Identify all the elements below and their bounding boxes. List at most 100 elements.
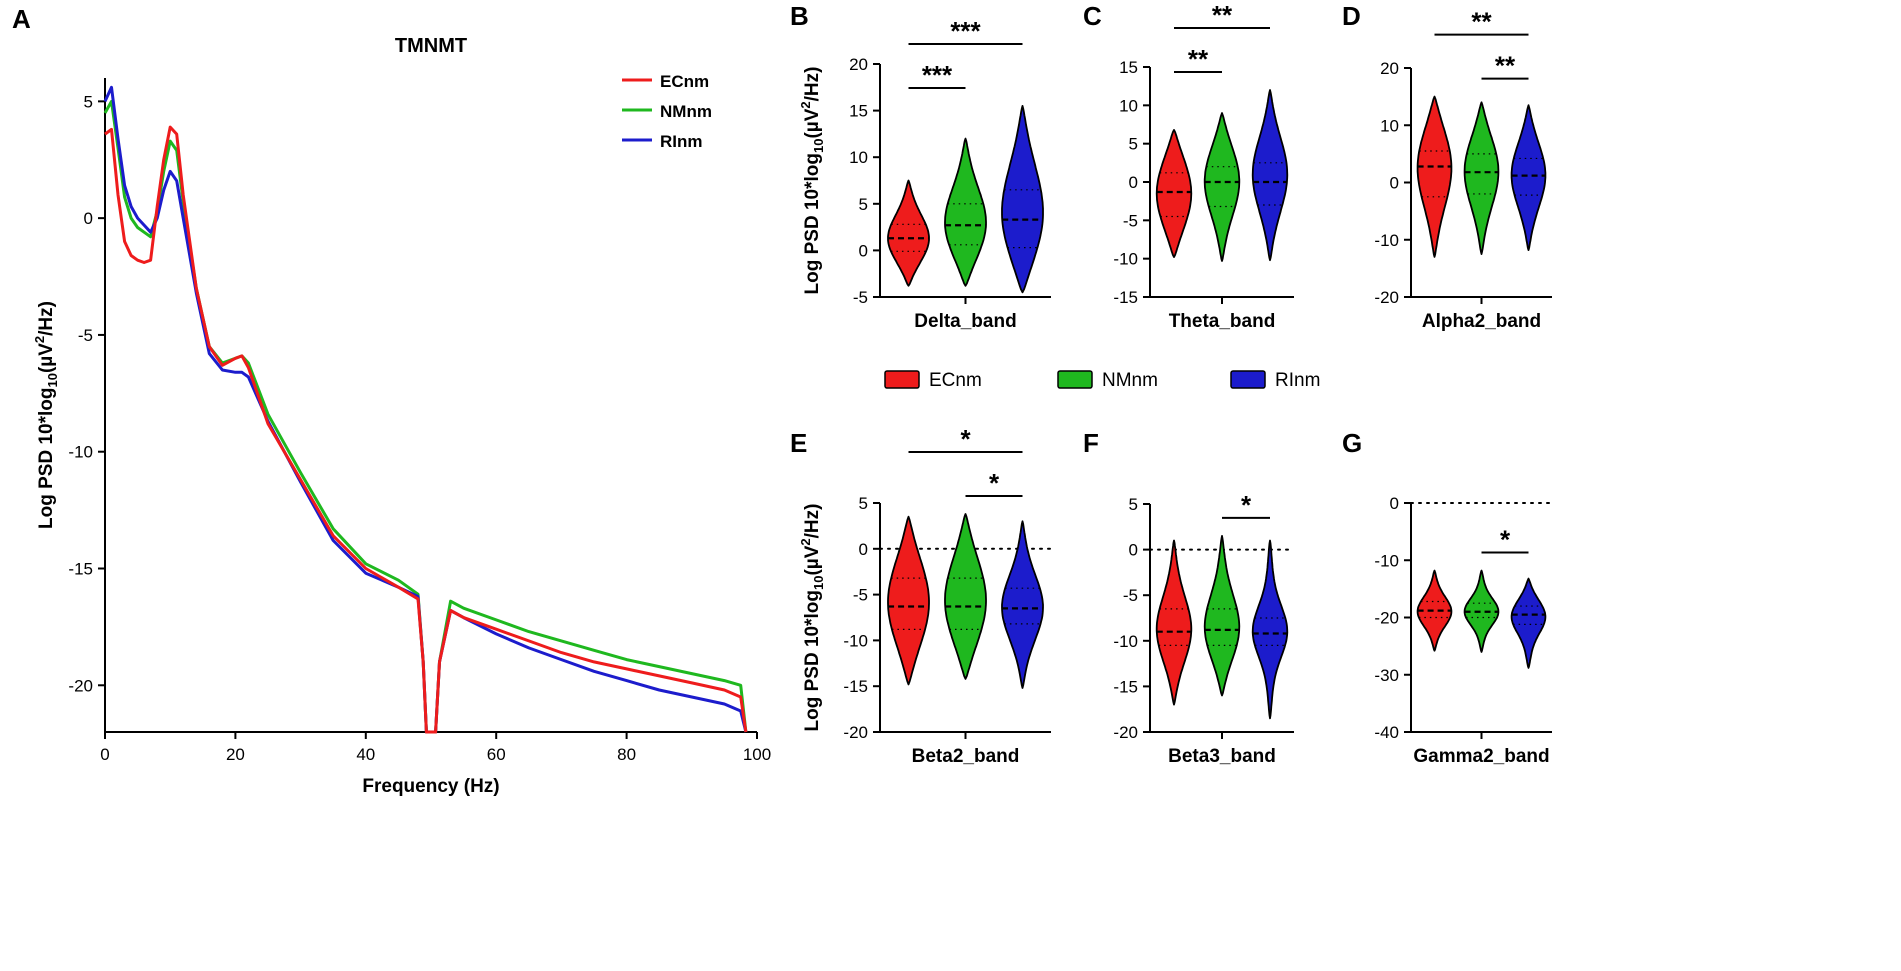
y-tick-label: 0 bbox=[1129, 541, 1138, 560]
panel-label-b: B bbox=[790, 1, 809, 31]
y-tick-label: 20 bbox=[1380, 59, 1399, 78]
violin-ecnm bbox=[1416, 95, 1453, 258]
y-tick-label: 10 bbox=[1119, 96, 1138, 115]
violin-nmnm bbox=[944, 137, 987, 287]
violin-rinm bbox=[1510, 104, 1547, 251]
y-axis-label: Log PSD 10*log10(µV2/Hz) bbox=[798, 67, 826, 295]
x-axis-label: Frequency (Hz) bbox=[362, 776, 499, 797]
significance-stars: * bbox=[960, 424, 971, 454]
legend-label-ecnm: ECnm bbox=[660, 72, 709, 91]
violin-nmnm bbox=[1203, 112, 1241, 262]
group-legend: ECnm NMnm RInm bbox=[884, 370, 1320, 391]
panel-f-violin-chart: F 5 0 -5 -10 -15 -20 Beta3_band * bbox=[1083, 428, 1295, 767]
legend-label-rinm: RInm bbox=[1275, 370, 1320, 391]
significance-stars: ** bbox=[1212, 0, 1233, 30]
y-tick-label: -5 bbox=[853, 288, 868, 307]
violin-rinm bbox=[1251, 89, 1289, 262]
legend-swatch-nmnm bbox=[1057, 370, 1093, 389]
violin-ecnm bbox=[1416, 569, 1453, 652]
panel-c-violin-chart: C 15 10 5 0 -5 -10 -15 Theta_band **** bbox=[1083, 0, 1294, 332]
x-tick-label: 20 bbox=[226, 745, 245, 764]
y-tick-label: -15 bbox=[68, 560, 93, 579]
y-tick-label: -20 bbox=[1374, 288, 1399, 307]
violin-rinm bbox=[1510, 577, 1547, 669]
violin-ecnm bbox=[1155, 539, 1193, 706]
y-tick-label: -5 bbox=[1123, 211, 1138, 230]
y-tick-label: 5 bbox=[859, 494, 868, 513]
legend-label-nmnm: NMnm bbox=[1102, 370, 1158, 391]
chart-title: TMNMT bbox=[395, 35, 467, 57]
y-tick-label: 0 bbox=[84, 209, 93, 228]
violin-ecnm bbox=[1155, 129, 1193, 258]
y-tick-label: 0 bbox=[1390, 174, 1399, 193]
violin-nmnm bbox=[944, 513, 987, 680]
significance-stars: * bbox=[989, 468, 1000, 498]
y-tick-label: 5 bbox=[859, 195, 868, 214]
significance-stars: * bbox=[1241, 490, 1252, 520]
y-tick-label: 15 bbox=[849, 102, 868, 121]
y-tick-label: -10 bbox=[1113, 632, 1138, 651]
x-axis-label: Delta_band bbox=[914, 311, 1016, 332]
y-tick-label: -5 bbox=[853, 586, 868, 605]
legend-swatch-ecnm bbox=[884, 370, 920, 389]
y-tick-label: -40 bbox=[1374, 723, 1399, 742]
x-tick-label: 100 bbox=[743, 745, 771, 764]
panel-label-a: A bbox=[12, 4, 31, 34]
series-line-nmnm bbox=[103, 99, 748, 734]
y-tick-label: 0 bbox=[1390, 494, 1399, 513]
violin-ecnm bbox=[887, 179, 930, 287]
y-tick-label: -30 bbox=[1374, 666, 1399, 685]
y-tick-label: -10 bbox=[68, 443, 93, 462]
y-tick-label: 10 bbox=[1380, 116, 1399, 135]
violin-nmnm bbox=[1463, 569, 1500, 653]
significance-stars: ** bbox=[1188, 44, 1209, 74]
panel-e-violin-chart: E 5 0 -5 -10 -15 -20 Beta2_band Log PSD 10*log10… bbox=[790, 424, 1052, 767]
significance-stars: *** bbox=[950, 16, 981, 46]
x-tick-label: 40 bbox=[356, 745, 375, 764]
y-axis-label: Log PSD 10*log10(µV2/Hz) bbox=[798, 504, 826, 732]
y-tick-label: 20 bbox=[849, 55, 868, 74]
y-tick-label: 5 bbox=[1129, 135, 1138, 154]
x-tick-label: 0 bbox=[100, 745, 109, 764]
y-tick-label: 5 bbox=[1129, 495, 1138, 514]
y-tick-label: -15 bbox=[1113, 288, 1138, 307]
y-tick-label: 0 bbox=[1129, 173, 1138, 192]
y-tick-label: -10 bbox=[1113, 250, 1138, 269]
panel-label-c: C bbox=[1083, 1, 1102, 31]
y-axis-label: Log PSD 10*log10(µV2/Hz) bbox=[32, 301, 60, 529]
legend-label-nmnm: NMnm bbox=[660, 102, 712, 121]
y-tick-label: -15 bbox=[1113, 677, 1138, 696]
y-tick-label: -5 bbox=[1123, 586, 1138, 605]
x-tick-label: 80 bbox=[617, 745, 636, 764]
legend-label-ecnm: ECnm bbox=[929, 370, 982, 391]
y-tick-label: -5 bbox=[78, 326, 93, 345]
panel-label-f: F bbox=[1083, 428, 1099, 458]
panel-g-violin-chart: G 0 -10 -20 -30 -40 Gamma2_band * bbox=[1342, 428, 1553, 767]
panel-a-line-chart: A TMNMT 0 20 40 60 80 100 5 0 -5 -10 -15 -20 Frequency… bbox=[12, 4, 771, 797]
violin-nmnm bbox=[1203, 535, 1241, 697]
x-tick-label: 60 bbox=[487, 745, 506, 764]
series-line-ecnm bbox=[104, 125, 748, 734]
y-tick-label: 0 bbox=[859, 241, 868, 260]
violin-rinm bbox=[1251, 539, 1289, 720]
x-axis-label: Alpha2_band bbox=[1422, 311, 1541, 332]
x-axis-label: Beta3_band bbox=[1168, 746, 1276, 767]
x-axis-label: Theta_band bbox=[1169, 311, 1276, 332]
y-tick-label: 5 bbox=[84, 92, 93, 111]
y-tick-label: -10 bbox=[843, 631, 868, 650]
y-tick-label: -10 bbox=[1374, 231, 1399, 250]
y-tick-label: -20 bbox=[1374, 609, 1399, 628]
significance-stars: ** bbox=[1495, 51, 1516, 81]
x-axis-label: Gamma2_band bbox=[1413, 746, 1549, 767]
panel-label-d: D bbox=[1342, 1, 1361, 31]
panel-label-e: E bbox=[790, 428, 807, 458]
y-tick-label: -20 bbox=[68, 676, 93, 695]
violin-rinm bbox=[1001, 520, 1044, 689]
significance-stars: *** bbox=[922, 60, 953, 90]
significance-stars: * bbox=[1500, 525, 1511, 555]
panel-d-violin-chart: D 20 10 0 -10 -20 Alpha2_band **** bbox=[1342, 1, 1552, 332]
y-tick-label: -20 bbox=[843, 723, 868, 742]
violin-rinm bbox=[1001, 105, 1044, 294]
y-tick-label: -15 bbox=[843, 677, 868, 696]
